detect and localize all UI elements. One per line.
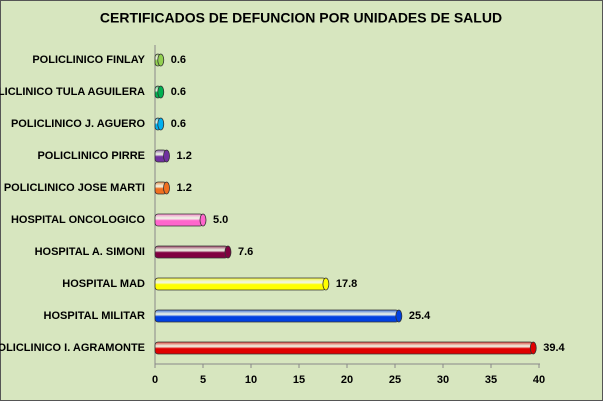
value-label: 25.4 [409, 310, 431, 322]
bar-cap [157, 117, 165, 131]
y-tick-label: POLICLINICO TULA AGUILERA [0, 86, 145, 98]
y-tick-label: POLICLINICO J. AGUERO [11, 118, 145, 130]
x-tick-label: 35 [485, 374, 497, 386]
x-tick-label: 15 [293, 374, 305, 386]
y-tick-label: HOSPITAL MAD [62, 278, 145, 290]
value-label: 39.4 [543, 342, 565, 354]
x-tick-label: 40 [533, 374, 545, 386]
value-label: 7.6 [238, 246, 253, 258]
y-tick-label: POLICLINICO I. AGRAMONTE [0, 342, 145, 354]
chart-title: CERTIFICADOS DE DEFUNCION POR UNIDADES D… [100, 10, 502, 26]
x-tick-label: 5 [200, 374, 206, 386]
bar [154, 277, 327, 291]
bar [154, 341, 534, 355]
bar [154, 245, 229, 259]
x-tick-label: 20 [341, 374, 353, 386]
x-tick-label: 10 [245, 374, 257, 386]
bar-cap [163, 181, 170, 195]
bar [154, 309, 400, 323]
y-tick-label: HOSPITAL MILITAR [44, 310, 145, 322]
bar [154, 213, 204, 227]
y-tick-label: POLICLINICO FINLAY [32, 54, 145, 66]
bar-cap [224, 245, 232, 259]
y-tick-label: HOSPITAL ONCOLOGICO [11, 214, 145, 226]
x-tick-label: 25 [389, 374, 401, 386]
y-tick-label: HOSPITAL A. SIMONI [35, 246, 145, 258]
value-label: 5.0 [213, 214, 228, 226]
y-tick-label: POLICLINICO JOSE MARTI [4, 182, 145, 194]
value-label: 17.8 [336, 278, 357, 290]
y-tick-label: POLICLINICO PIRRE [37, 150, 145, 162]
bar-cap [163, 149, 170, 163]
value-label: 0.6 [171, 118, 186, 130]
bar-cap [395, 309, 403, 323]
bar-cap [322, 277, 330, 291]
bar-cap [529, 341, 537, 355]
value-label: 0.6 [171, 86, 186, 98]
bar-cap [157, 53, 165, 67]
bar-cap [199, 213, 207, 227]
bar-cap [157, 85, 165, 99]
value-label: 0.6 [171, 54, 186, 66]
x-tick-label: 30 [437, 374, 449, 386]
value-label: 1.2 [177, 182, 192, 194]
x-tick-label: 0 [152, 374, 158, 386]
value-label: 1.2 [177, 150, 192, 162]
